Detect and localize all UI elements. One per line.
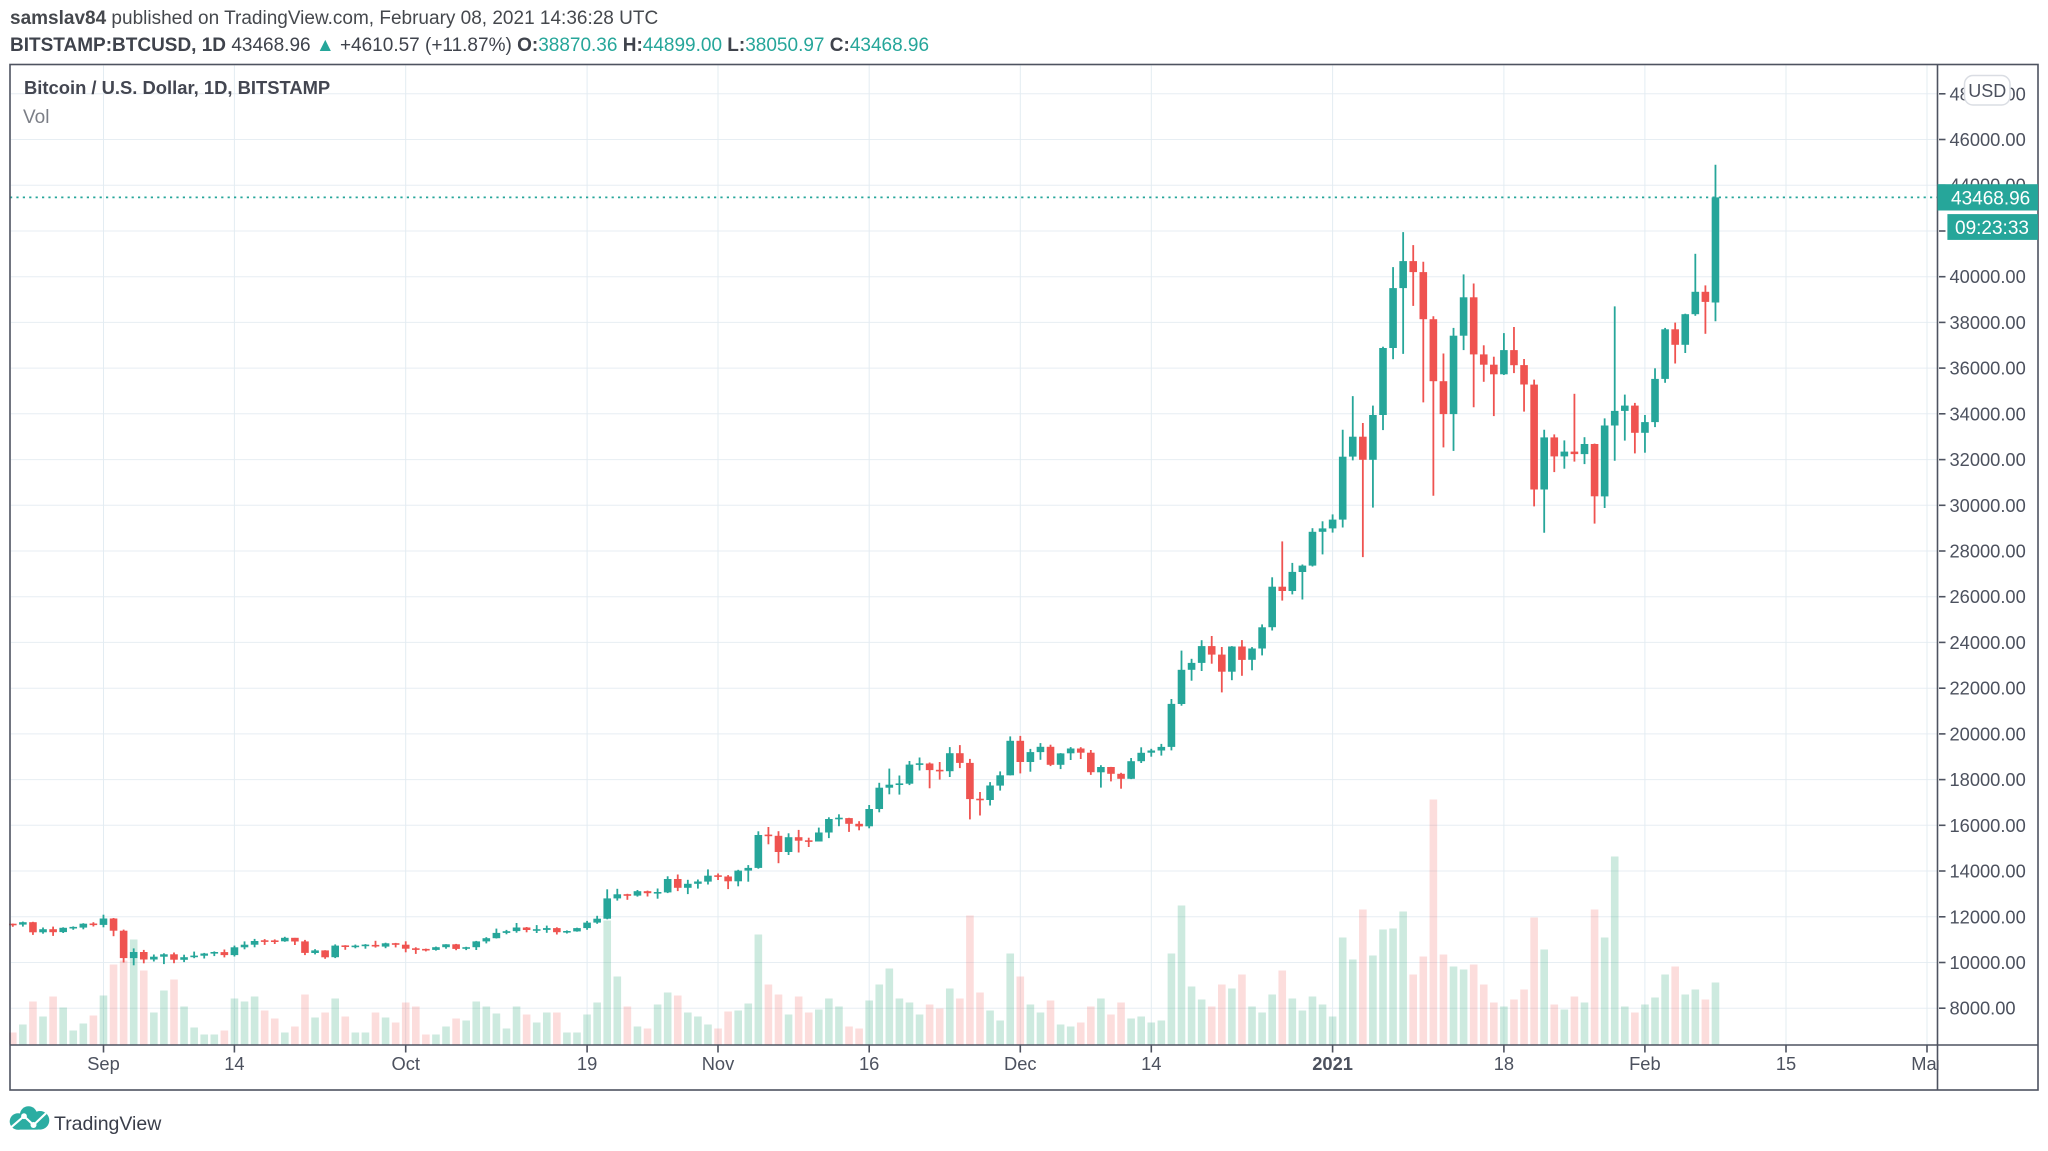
svg-text:16: 16 <box>859 1053 879 1074</box>
svg-text:43468.96: 43468.96 <box>1951 188 2030 209</box>
svg-text:38000.00: 38000.00 <box>1950 312 2026 333</box>
svg-text:46000.00: 46000.00 <box>1950 129 2026 150</box>
svg-text:Mar: Mar <box>1911 1053 1942 1074</box>
svg-text:Oct: Oct <box>391 1053 419 1074</box>
svg-text:10000.00: 10000.00 <box>1950 952 2026 973</box>
svg-text:Sep: Sep <box>87 1053 120 1074</box>
svg-text:14: 14 <box>224 1053 244 1074</box>
svg-text:15: 15 <box>1776 1053 1796 1074</box>
svg-text:Dec: Dec <box>1004 1053 1037 1074</box>
svg-text:samslav84 published on Trading: samslav84 published on TradingView.com, … <box>10 8 658 29</box>
svg-text:34000.00: 34000.00 <box>1950 403 2026 424</box>
svg-text:2021: 2021 <box>1312 1053 1353 1074</box>
svg-text:Nov: Nov <box>702 1053 735 1074</box>
svg-text:20000.00: 20000.00 <box>1950 723 2026 744</box>
svg-text:Vol: Vol <box>23 107 49 128</box>
svg-text:12000.00: 12000.00 <box>1950 906 2026 927</box>
svg-text:30000.00: 30000.00 <box>1950 495 2026 516</box>
svg-text:16000.00: 16000.00 <box>1950 815 2026 836</box>
svg-text:36000.00: 36000.00 <box>1950 358 2026 379</box>
svg-text:28000.00: 28000.00 <box>1950 541 2026 562</box>
svg-text:Bitcoin / U.S. Dollar, 1D, BIT: Bitcoin / U.S. Dollar, 1D, BITSTAMP <box>24 77 330 98</box>
svg-text:22000.00: 22000.00 <box>1950 678 2026 699</box>
svg-text:09:23:33: 09:23:33 <box>1955 218 2029 239</box>
svg-text:14000.00: 14000.00 <box>1950 861 2026 882</box>
svg-text:14: 14 <box>1141 1053 1161 1074</box>
svg-text:40000.00: 40000.00 <box>1950 266 2026 287</box>
svg-text:19: 19 <box>577 1053 597 1074</box>
svg-text:8000.00: 8000.00 <box>1950 998 2016 1019</box>
svg-text:18000.00: 18000.00 <box>1950 769 2026 790</box>
svg-text:USD: USD <box>1968 81 2006 101</box>
svg-text:TradingView: TradingView <box>54 1113 162 1135</box>
svg-text:26000.00: 26000.00 <box>1950 586 2026 607</box>
svg-text:18: 18 <box>1494 1053 1514 1074</box>
svg-text:Feb: Feb <box>1629 1053 1661 1074</box>
svg-text:32000.00: 32000.00 <box>1950 449 2026 470</box>
svg-text:BITSTAMP:BTCUSD, 1D 43468.96 ▲: BITSTAMP:BTCUSD, 1D 43468.96 ▲ +4610.57 … <box>10 35 929 56</box>
svg-text:24000.00: 24000.00 <box>1950 632 2026 653</box>
